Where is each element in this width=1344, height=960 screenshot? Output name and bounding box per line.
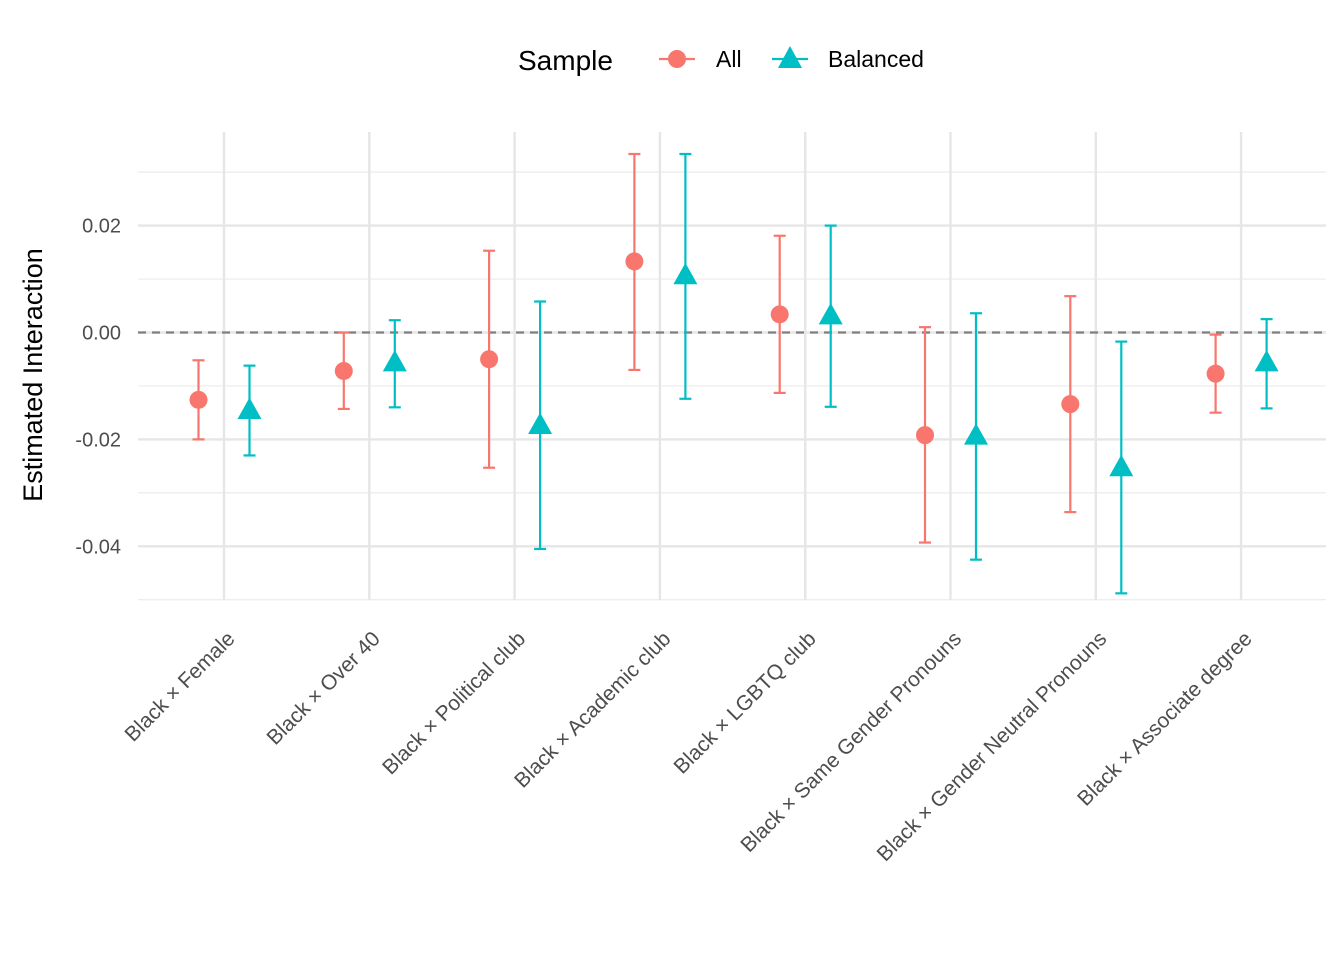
point-estimate [770, 305, 789, 324]
point-estimate [1061, 395, 1080, 414]
point-estimate [528, 412, 553, 434]
x-tick-label: Black × Over 40 [263, 627, 385, 749]
point-estimate [480, 350, 499, 369]
point-estimate [382, 350, 407, 372]
point-estimate [673, 262, 698, 285]
point-estimate [964, 423, 988, 445]
x-tick-label: Black × Political club [378, 627, 530, 779]
series-all [189, 152, 1225, 544]
legend-key-circle [668, 50, 686, 68]
legend-label: All [716, 46, 742, 72]
y-axis-title: Estimated Interaction [18, 248, 48, 502]
grid [138, 132, 1326, 601]
legend-item-all: All [659, 46, 742, 72]
point-estimate [189, 390, 208, 409]
legend-item-balanced: Balanced [772, 46, 924, 72]
point-estimate [237, 397, 262, 420]
series-group [189, 152, 1279, 595]
point-estimate [916, 426, 934, 445]
point-estimate [334, 361, 353, 380]
x-tick-label: Black × Academic club [510, 627, 675, 792]
x-tick-label: Black × Gender Neutral Pronouns [873, 627, 1112, 866]
y-tick-label: -0.04 [75, 536, 121, 558]
y-tick-label: 0.02 [82, 216, 121, 238]
legend-title: Sample [518, 45, 613, 76]
x-tick-label: Black × Associate degree [1073, 627, 1256, 810]
legend-label: Balanced [828, 46, 924, 72]
point-estimate [818, 302, 843, 325]
x-tick-label: Black × LGBTQ club [670, 627, 821, 778]
legend-key-triangle [778, 46, 802, 68]
point-estimate [1254, 350, 1279, 372]
point-estimate [1109, 454, 1134, 477]
legend: Sample All Balanced [518, 45, 924, 76]
point-estimate [625, 252, 644, 271]
y-tick-label: 0.00 [82, 323, 121, 345]
x-tick-label: Black × Female [121, 627, 240, 746]
point-estimate [1206, 364, 1225, 383]
series-balanced [237, 152, 1279, 595]
y-tick-label: -0.02 [75, 429, 121, 451]
